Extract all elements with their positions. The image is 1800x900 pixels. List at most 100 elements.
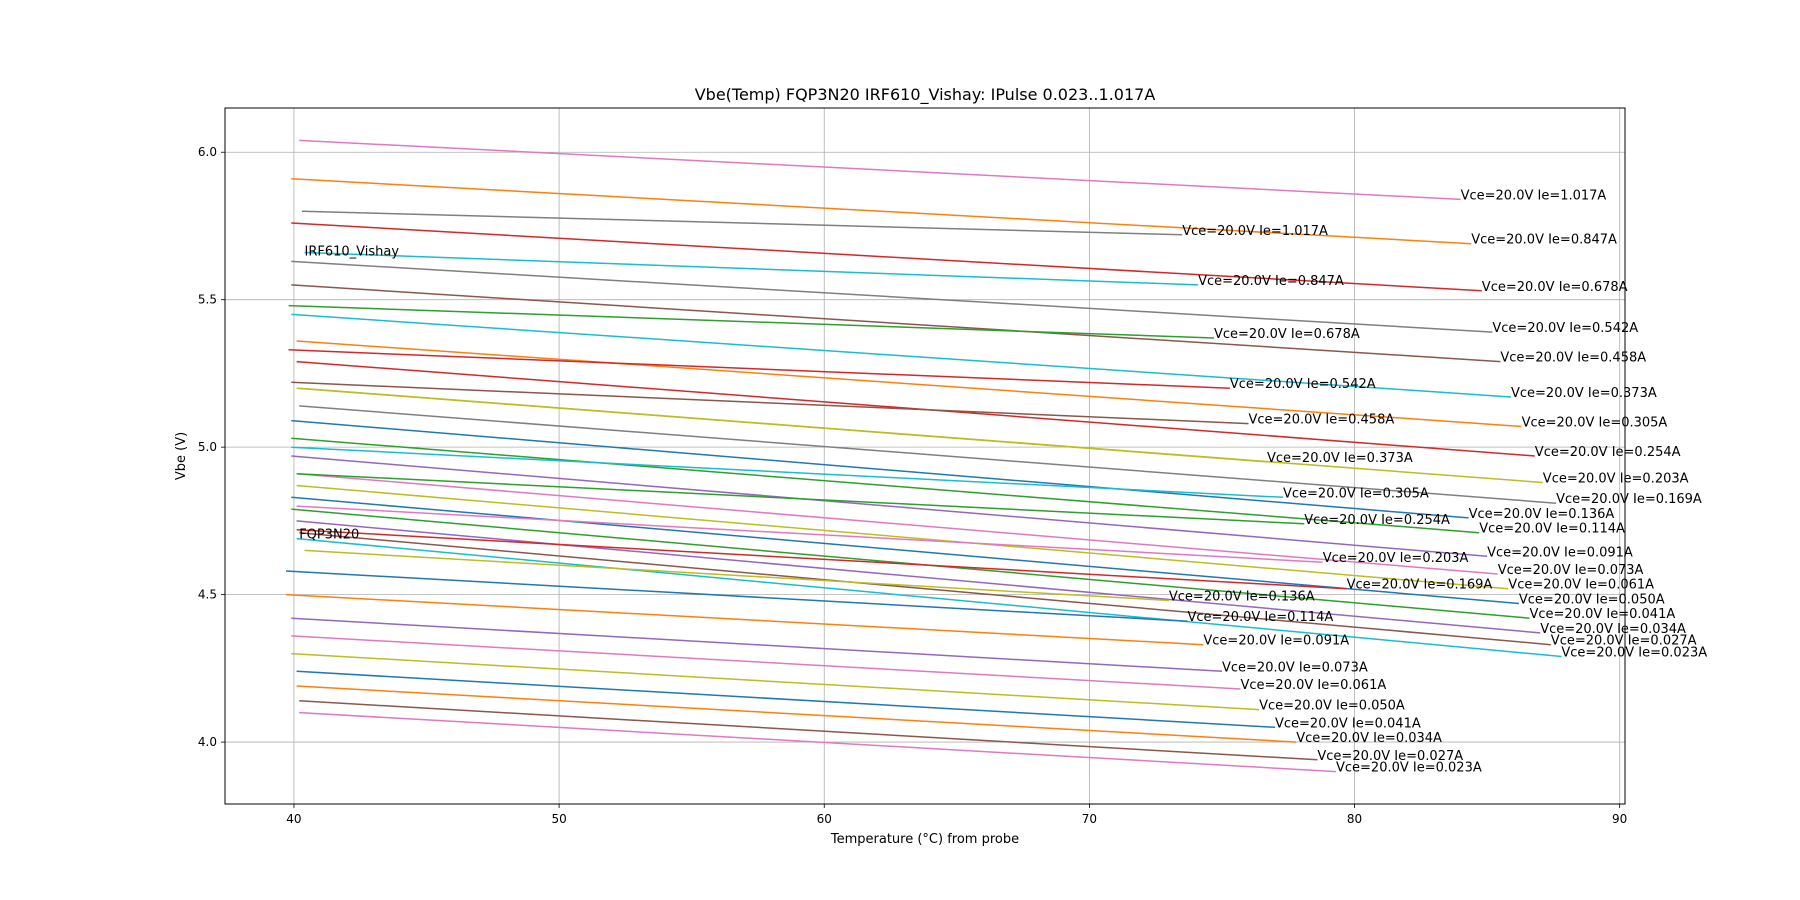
series-line xyxy=(291,313,1512,398)
series-line xyxy=(299,405,1557,504)
y-tick-label: 5.5 xyxy=(198,293,217,307)
series-end-label: Vce=20.0V Ie=1.017A xyxy=(1461,188,1607,203)
series-end-label: Vce=20.0V Ie=0.050A xyxy=(1259,699,1405,714)
device-annotation: FQP3N20 xyxy=(299,528,359,543)
series-end-label: Vce=20.0V Ie=0.203A xyxy=(1323,551,1469,566)
series-line xyxy=(291,652,1260,711)
series-line xyxy=(285,570,1188,622)
chart-title: Vbe(Temp) FQP3N20 IRF610_Vishay: IPulse … xyxy=(695,85,1156,105)
plot-lines xyxy=(285,139,1562,773)
x-tick-label: 60 xyxy=(817,812,832,826)
series-line xyxy=(291,455,1488,558)
series-line xyxy=(299,531,1551,646)
series-line xyxy=(301,210,1183,236)
y-tick-label: 6.0 xyxy=(198,145,217,159)
series-line xyxy=(291,222,1482,292)
series-end-label: Vce=20.0V Ie=0.847A xyxy=(1198,274,1344,289)
series-end-label: Vce=20.0V Ie=0.114A xyxy=(1188,610,1334,625)
device-annotation: IRF610_Vishay xyxy=(305,245,400,260)
series-line xyxy=(291,260,1493,333)
y-tick-label: 4.0 xyxy=(198,735,217,749)
grid xyxy=(225,108,1625,804)
series-end-label: Vce=20.0V Ie=0.847A xyxy=(1471,233,1617,248)
series-line xyxy=(291,284,1501,363)
series-line xyxy=(291,496,1519,605)
series-end-label: Vce=20.0V Ie=0.061A xyxy=(1508,578,1654,593)
series-end-label: Vce=20.0V Ie=0.305A xyxy=(1522,416,1668,431)
x-tick-label: 50 xyxy=(551,812,566,826)
series-labels: Vce=20.0V Ie=1.017A Vce=20.0V Ie=0.847A Vc… xyxy=(1169,188,1707,775)
series-line xyxy=(288,349,1230,389)
series-end-label: Vce=20.0V Ie=0.136A xyxy=(1169,590,1315,605)
series-end-label: Vce=20.0V Ie=0.678A xyxy=(1482,280,1628,295)
series-end-label: Vce=20.0V Ie=0.050A xyxy=(1519,593,1665,608)
y-axis-label: Vbe (V) xyxy=(174,432,189,480)
series-line xyxy=(291,437,1480,534)
series-line xyxy=(296,472,1305,525)
series-line xyxy=(299,139,1461,201)
series-end-label: Vce=20.0V Ie=0.034A xyxy=(1540,622,1686,637)
plot-area-frame xyxy=(224,107,1626,805)
series-end-label: Vce=20.0V Ie=0.373A xyxy=(1267,451,1413,466)
series-end-label: Vce=20.0V Ie=0.305A xyxy=(1283,486,1429,501)
series-end-label: Vce=20.0V Ie=0.041A xyxy=(1275,716,1421,731)
series-line xyxy=(296,537,1562,658)
series-line xyxy=(296,520,1541,634)
series-end-label: Vce=20.0V Ie=0.061A xyxy=(1241,678,1387,693)
series-end-label: Vce=20.0V Ie=1.017A xyxy=(1182,224,1328,239)
device-annotations: IRF610_Vishay FQP3N20 xyxy=(299,245,399,543)
series-end-label: Vce=20.0V Ie=0.254A xyxy=(1304,513,1450,528)
series-line xyxy=(291,617,1223,673)
series-end-label: Vce=20.0V Ie=0.542A xyxy=(1492,321,1638,336)
series-line xyxy=(304,549,1169,602)
series-line xyxy=(296,484,1509,590)
series-end-label: Vce=20.0V Ie=0.027A xyxy=(1317,749,1463,764)
series-line xyxy=(296,505,1323,563)
series-end-label: Vce=20.0V Ie=0.169A xyxy=(1556,492,1702,507)
series-end-label: Vce=20.0V Ie=0.114A xyxy=(1479,522,1625,537)
series-end-label: Vce=20.0V Ie=0.458A xyxy=(1500,351,1646,366)
y-tick-label: 4.5 xyxy=(198,588,217,602)
series-line xyxy=(296,528,1347,590)
series-end-label: Vce=20.0V Ie=0.458A xyxy=(1249,413,1395,428)
series-end-label: Vce=20.0V Ie=0.091A xyxy=(1487,545,1633,560)
series-end-label: Vce=20.0V Ie=0.254A xyxy=(1535,445,1681,460)
series-line xyxy=(285,593,1204,646)
series-line xyxy=(299,700,1318,761)
series-end-label: Vce=20.0V Ie=0.073A xyxy=(1222,660,1368,675)
series-end-label: Vce=20.0V Ie=0.073A xyxy=(1498,563,1644,578)
series-end-label: Vce=20.0V Ie=0.203A xyxy=(1543,472,1689,487)
x-tick-label: 70 xyxy=(1082,812,1097,826)
series-line xyxy=(296,340,1522,428)
series-line xyxy=(291,419,1469,519)
series-line xyxy=(296,670,1276,729)
series-end-label: Vce=20.0V Ie=0.542A xyxy=(1230,377,1376,392)
x-tick-label: 90 xyxy=(1612,812,1627,826)
series-line xyxy=(291,446,1284,499)
series-end-label: Vce=20.0V Ie=0.678A xyxy=(1214,327,1360,342)
series-end-label: Vce=20.0V Ie=0.023A xyxy=(1336,761,1482,776)
x-tick-label: 40 xyxy=(286,812,301,826)
x-tick-label: 80 xyxy=(1347,812,1362,826)
series-line xyxy=(288,304,1215,339)
axis-ticks: 40 50 60 70 80 90 4.0 4.5 5.0 5.5 6.0 xyxy=(198,145,1627,826)
series-line xyxy=(291,381,1249,425)
series-line xyxy=(291,178,1472,245)
series-end-label: Vce=20.0V Ie=0.023A xyxy=(1561,646,1707,661)
series-end-label: Vce=20.0V Ie=0.027A xyxy=(1551,634,1697,649)
series-end-label: Vce=20.0V Ie=0.373A xyxy=(1511,386,1657,401)
series-end-label: Vce=20.0V Ie=0.041A xyxy=(1530,607,1676,622)
series-line xyxy=(304,251,1199,286)
series-end-label: Vce=20.0V Ie=0.136A xyxy=(1469,507,1615,522)
series-line xyxy=(291,635,1241,690)
x-axis-label: Temperature (°C) from probe xyxy=(830,832,1019,847)
series-end-label: Vce=20.0V Ie=0.091A xyxy=(1203,634,1349,649)
series-end-label: Vce=20.0V Ie=0.169A xyxy=(1347,578,1493,593)
series-line xyxy=(299,711,1337,773)
y-tick-label: 5.0 xyxy=(198,440,217,454)
series-line xyxy=(296,685,1297,743)
series-line xyxy=(296,472,1498,575)
series-line xyxy=(296,387,1268,463)
